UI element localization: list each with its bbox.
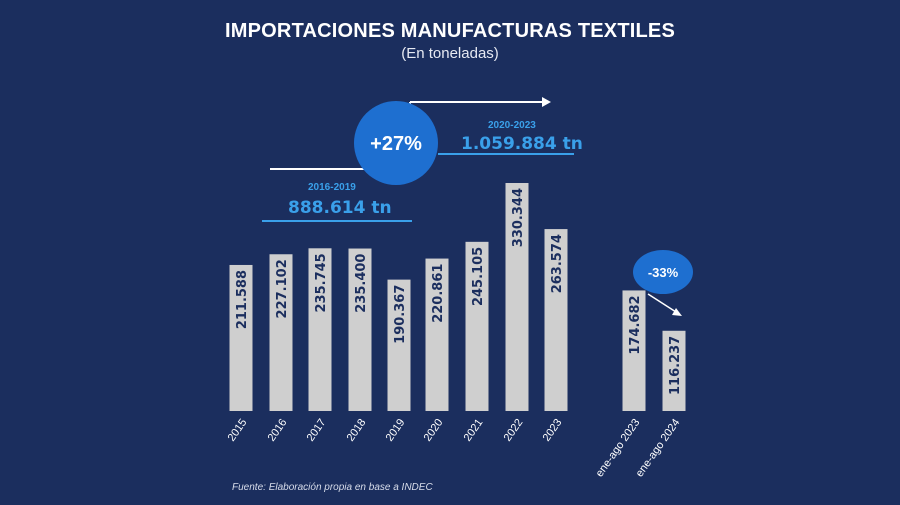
x-tick-label: ene-ago 2024 [634, 417, 683, 480]
data-label: 190.367 [393, 285, 408, 344]
data-label: 227.102 [275, 259, 290, 318]
x-tick-label: 2021 [462, 417, 486, 444]
period-1-label: 2016-2019 [308, 182, 356, 193]
bar-2017 [308, 248, 332, 411]
data-label: 220.861 [431, 264, 446, 323]
x-tick-label: 2017 [305, 417, 329, 444]
data-label: 263.574 [550, 234, 565, 293]
bar-2019 [387, 279, 411, 411]
ytd-change-arrow [647, 293, 677, 313]
bar-2018 [348, 248, 372, 411]
chart-title: IMPORTACIONES MANUFACTURAS TEXTILES [225, 20, 675, 42]
period-2-label: 2020-2023 [488, 120, 536, 131]
x-tick-label: 2015 [226, 417, 250, 444]
bar-2016 [269, 254, 293, 411]
bar-2015 [229, 264, 253, 411]
source-note: Fuente: Elaboración propia en base a IND… [232, 482, 433, 493]
bar-2021 [465, 241, 489, 411]
ytd-change-badge-text: -33% [648, 265, 679, 280]
x-tick-label: 2023 [541, 417, 565, 444]
x-tick-label: 2022 [502, 417, 526, 444]
period-1-total: 888.614 tn [288, 198, 392, 218]
data-label: 116.237 [668, 336, 683, 395]
bar-ene-ago-2024 [662, 330, 686, 411]
change-badge [354, 101, 438, 185]
chart-subtitle: (En toneladas) [401, 45, 499, 62]
data-label: 174.682 [628, 295, 643, 354]
bar-2020 [425, 258, 449, 411]
period-2-arrow-head [542, 97, 551, 107]
data-label: 235.745 [314, 253, 329, 312]
data-label: 235.400 [354, 254, 369, 313]
bar-ene-ago-2023 [622, 290, 646, 411]
bar-2023 [544, 229, 568, 411]
x-tick-label: 2019 [384, 417, 408, 444]
x-tick-label: 2016 [266, 417, 290, 444]
x-tick-label: 2020 [422, 417, 446, 444]
change-badge-text: +27% [370, 133, 422, 155]
x-tick-label: 2018 [345, 417, 369, 444]
data-label: 330.344 [511, 188, 526, 247]
ytd-change-arrow-head [672, 308, 682, 316]
ytd-change-badge [633, 250, 693, 294]
data-label: 211.588 [235, 270, 250, 329]
bar-2022 [505, 183, 529, 411]
data-label: 245.105 [471, 247, 486, 306]
period-2-total: 1.059.884 tn [461, 134, 583, 154]
